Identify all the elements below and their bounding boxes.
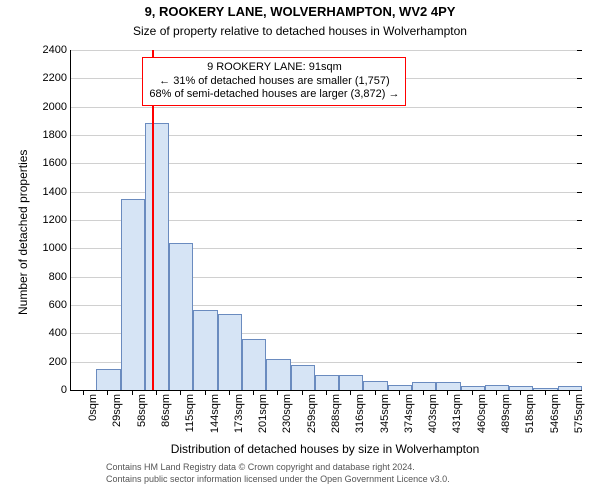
x-tick-label: 115sqm (184, 390, 196, 432)
x-tick-label: 288sqm (330, 390, 342, 433)
y-tick-mark (577, 78, 582, 79)
y-tick-label: 1600 (43, 157, 71, 169)
x-tick-label: 201sqm (257, 390, 269, 433)
x-tick-label: 259sqm (306, 390, 318, 433)
x-tick-mark (302, 390, 303, 395)
x-tick-mark (277, 390, 278, 395)
attribution-text: Contains HM Land Registry data © Crown c… (106, 462, 450, 485)
x-tick-label: 518sqm (524, 390, 536, 433)
histogram-bar (339, 375, 363, 390)
histogram-bar (242, 339, 266, 390)
x-tick-mark (569, 390, 570, 395)
y-tick-mark (577, 277, 582, 278)
y-tick-label: 1400 (43, 186, 71, 198)
y-tick-label: 600 (49, 299, 71, 311)
histogram-bar (96, 369, 120, 390)
x-tick-mark (350, 390, 351, 395)
x-axis-label: Distribution of detached houses by size … (70, 442, 580, 456)
x-tick-mark (375, 390, 376, 395)
histogram-bar (291, 365, 315, 390)
y-tick-mark (577, 50, 582, 51)
x-tick-label: 173sqm (233, 390, 245, 433)
annotation-line2: ← 31% of detached houses are smaller (1,… (149, 75, 399, 89)
y-tick-mark (577, 220, 582, 221)
x-tick-label: 58sqm (136, 390, 148, 427)
chart-title: 9, ROOKERY LANE, WOLVERHAMPTON, WV2 4PY (0, 4, 600, 19)
x-tick-mark (132, 390, 133, 395)
y-tick-label: 2400 (43, 44, 71, 56)
x-tick-mark (253, 390, 254, 395)
y-tick-mark (577, 163, 582, 164)
histogram-bar (436, 382, 460, 390)
y-tick-label: 400 (49, 327, 71, 339)
x-tick-label: 489sqm (500, 390, 512, 433)
y-tick-label: 800 (49, 271, 71, 283)
y-tick-mark (577, 192, 582, 193)
x-tick-mark (520, 390, 521, 395)
histogram-bar (121, 199, 145, 390)
x-tick-mark (545, 390, 546, 395)
histogram-bar (363, 381, 387, 391)
histogram-bar (412, 382, 436, 390)
x-tick-mark (83, 390, 84, 395)
y-tick-mark (577, 305, 582, 306)
y-tick-label: 2000 (43, 101, 71, 113)
x-tick-label: 144sqm (209, 390, 221, 433)
y-tick-mark (577, 248, 582, 249)
x-tick-mark (156, 390, 157, 395)
x-tick-label: 230sqm (281, 390, 293, 433)
y-tick-mark (577, 107, 582, 108)
y-tick-mark (577, 362, 582, 363)
y-axis-label: Number of detached properties (16, 150, 30, 315)
attribution-line1: Contains HM Land Registry data © Crown c… (106, 462, 450, 474)
x-tick-mark (205, 390, 206, 395)
y-tick-label: 1000 (43, 242, 71, 254)
plot-area: 0200400600800100012001400160018002000220… (70, 50, 581, 391)
x-tick-mark (496, 390, 497, 395)
x-tick-mark (472, 390, 473, 395)
y-tick-label: 2200 (43, 72, 71, 84)
annotation-box: 9 ROOKERY LANE: 91sqm ← 31% of detached … (142, 57, 406, 106)
x-tick-mark (399, 390, 400, 395)
x-tick-label: 316sqm (354, 390, 366, 433)
gridline-h (71, 50, 581, 51)
gridline-h (71, 107, 581, 108)
y-tick-label: 1200 (43, 214, 71, 226)
x-tick-label: 575sqm (573, 390, 585, 433)
attribution-line2: Contains public sector information licen… (106, 474, 450, 486)
y-tick-label: 200 (49, 356, 71, 368)
annotation-line1: 9 ROOKERY LANE: 91sqm (149, 61, 399, 75)
x-tick-label: 431sqm (451, 390, 463, 433)
x-tick-mark (229, 390, 230, 395)
annotation-line3: 68% of semi-detached houses are larger (… (149, 88, 399, 102)
x-tick-label: 374sqm (403, 390, 415, 433)
x-tick-label: 29sqm (111, 390, 123, 427)
x-tick-label: 546sqm (549, 390, 561, 433)
x-tick-label: 403sqm (427, 390, 439, 433)
histogram-bar (193, 310, 217, 390)
y-tick-mark (577, 333, 582, 334)
x-tick-mark (447, 390, 448, 395)
x-tick-mark (326, 390, 327, 395)
x-tick-mark (423, 390, 424, 395)
chart-container: { "title_text": "9, ROOKERY LANE, WOLVER… (0, 0, 600, 500)
x-tick-label: 345sqm (379, 390, 391, 433)
x-tick-mark (180, 390, 181, 395)
histogram-bar (218, 314, 242, 390)
histogram-bar (315, 375, 339, 390)
x-tick-label: 86sqm (160, 390, 172, 427)
histogram-bar (145, 123, 169, 390)
x-tick-label: 0sqm (87, 390, 99, 421)
x-tick-label: 460sqm (476, 390, 488, 433)
x-tick-mark (107, 390, 108, 395)
chart-subtitle: Size of property relative to detached ho… (0, 24, 600, 38)
y-tick-label: 0 (61, 384, 71, 396)
histogram-bar (169, 243, 193, 390)
histogram-bar (266, 359, 290, 390)
y-tick-label: 1800 (43, 129, 71, 141)
y-tick-mark (577, 135, 582, 136)
